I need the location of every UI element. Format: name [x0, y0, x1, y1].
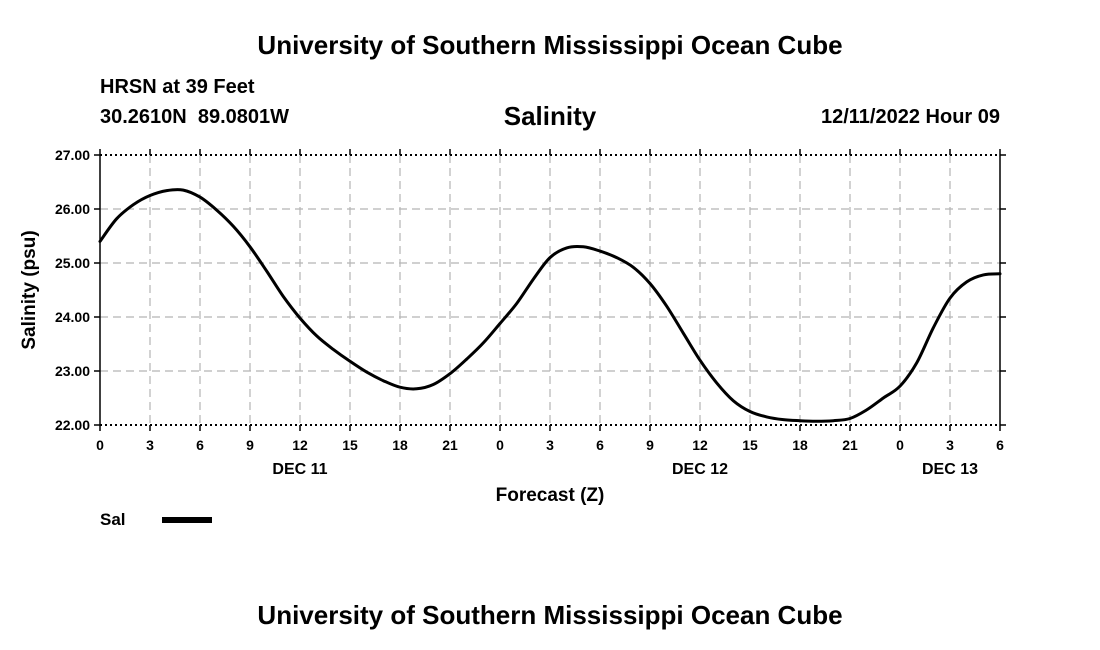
day-label: DEC 13 — [922, 461, 978, 478]
x-tick-label: 0 — [496, 437, 504, 453]
x-tick-label: 3 — [546, 437, 554, 453]
x-tick-label: 21 — [442, 437, 458, 453]
x-axis-title: Forecast (Z) — [496, 485, 605, 506]
coordinates-label: 30.2610N 89.0801W — [100, 106, 290, 128]
x-tick-label: 18 — [392, 437, 408, 453]
x-tick-label: 6 — [996, 437, 1004, 453]
x-tick-label: 21 — [842, 437, 858, 453]
x-tick-label: 6 — [196, 437, 204, 453]
bottom-title: University of Southern Mississippi Ocean… — [257, 600, 843, 630]
series-line-sal — [98, 188, 1002, 423]
top-title: University of Southern Mississippi Ocean… — [257, 30, 843, 60]
y-tick-label: 27.00 — [55, 147, 90, 163]
legend-swatch-sal — [162, 517, 212, 523]
chart-title: Salinity — [503, 101, 597, 131]
x-tick-label: 12 — [692, 437, 708, 453]
y-tick-label: 23.00 — [55, 363, 90, 379]
x-tick-label: 15 — [342, 437, 358, 453]
x-tick-label: 18 — [792, 437, 808, 453]
y-tick-label: 22.00 — [55, 417, 90, 433]
x-tick-label: 15 — [742, 437, 758, 453]
y-tick-label: 26.00 — [55, 201, 90, 217]
x-tick-label: 3 — [946, 437, 954, 453]
x-tick-label: 12 — [292, 437, 308, 453]
day-label: DEC 12 — [672, 461, 728, 478]
y-tick-label: 24.00 — [55, 309, 90, 325]
x-tick-label: 0 — [896, 437, 904, 453]
y-axis-title: Salinity (psu) — [19, 230, 40, 349]
x-tick-label: 9 — [246, 437, 254, 453]
x-tick-label: 9 — [646, 437, 654, 453]
y-tick-label: 25.00 — [55, 255, 90, 271]
day-label: DEC 11 — [272, 461, 327, 478]
x-tick-label: 6 — [596, 437, 604, 453]
x-tick-label: 3 — [146, 437, 154, 453]
x-tick-label: 0 — [96, 437, 104, 453]
datetime-label: 12/11/2022 Hour 09 — [820, 106, 1000, 128]
legend-label-sal: Sal — [100, 510, 126, 529]
station-label: HRSN at 39 Feet — [100, 76, 255, 98]
